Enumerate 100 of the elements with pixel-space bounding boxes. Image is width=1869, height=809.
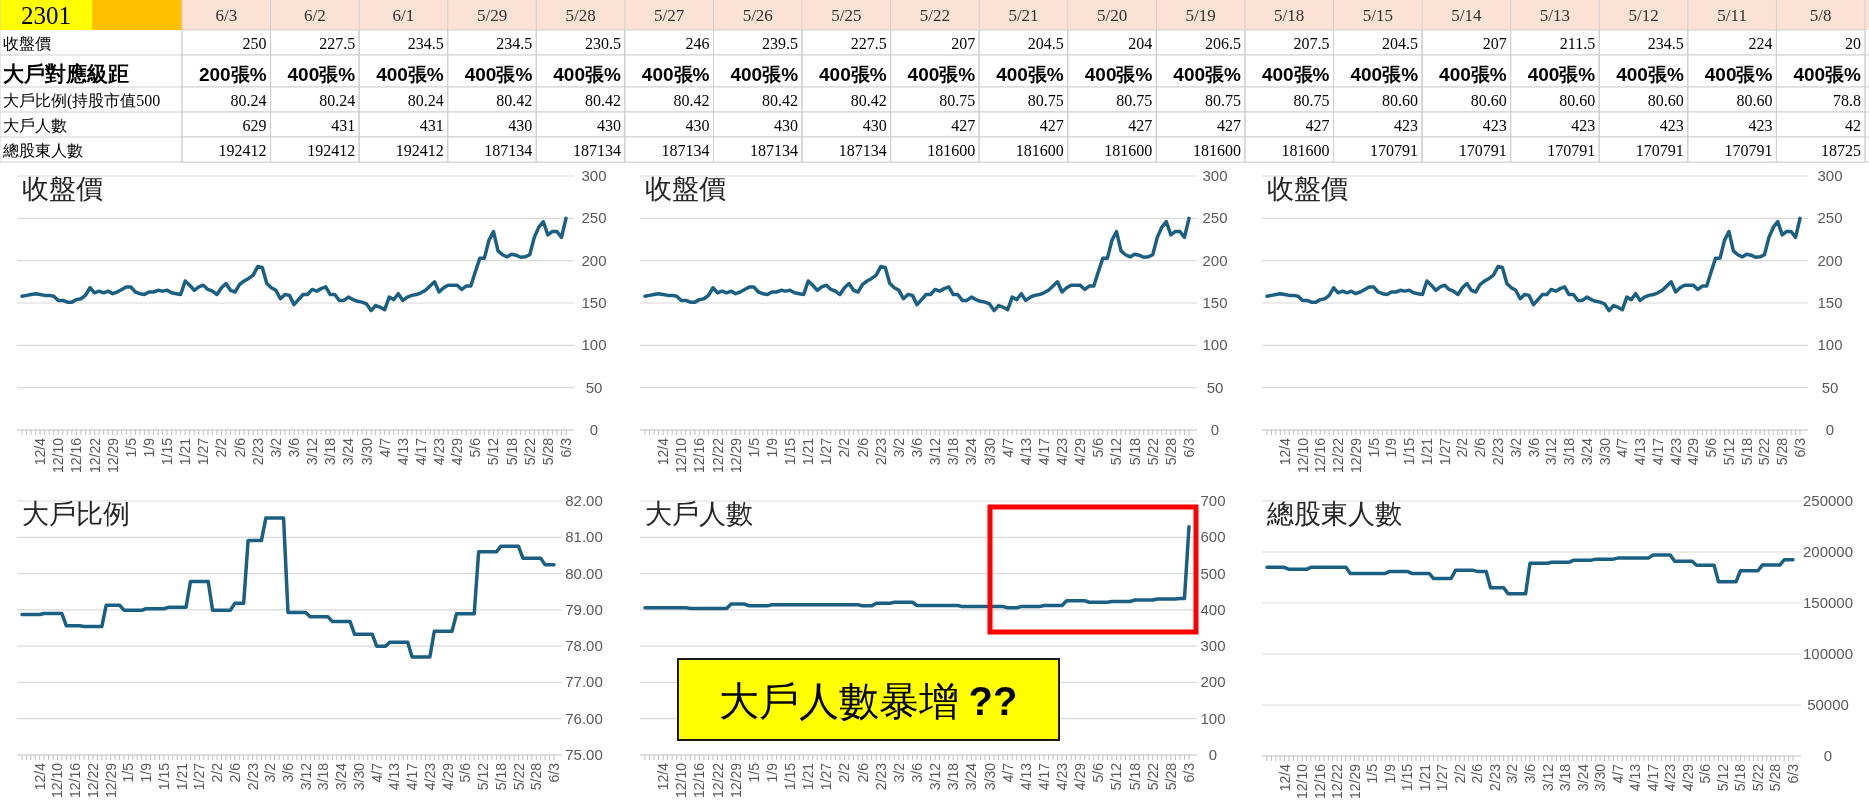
- y-tick-label: 150: [1817, 294, 1843, 311]
- y-tick-label: 大戶對應級距: [3, 62, 129, 86]
- x-tick-label: 3/24: [1574, 763, 1591, 792]
- x-tick-label: 3/18: [322, 437, 339, 466]
- x-tick-label: 5/22: [1144, 437, 1161, 466]
- x-tick-label: 5/20: [1096, 6, 1128, 25]
- text: 431: [331, 117, 356, 134]
- y-tick-label: 600: [1200, 528, 1226, 546]
- text: 207.5: [1293, 35, 1330, 52]
- y-tick-label: 200: [1200, 673, 1226, 691]
- x-tick-label: 12/4: [1276, 437, 1293, 466]
- x-tick-label: 1/15: [1399, 763, 1416, 792]
- x-tick-label: 3/30: [981, 437, 998, 466]
- x-tick-label: 12/16: [1312, 437, 1329, 474]
- text: 430: [685, 117, 710, 134]
- y-tick-label: 0: [1823, 747, 1833, 764]
- text: 430: [596, 117, 621, 134]
- chart-title: 總股東人數: [1266, 499, 1402, 529]
- x-tick-label: 5/28: [539, 437, 556, 466]
- x-tick-label: 5/6: [1090, 762, 1107, 783]
- text: 227.5: [850, 35, 887, 52]
- x-tick-label: 5/6: [1090, 437, 1107, 458]
- text: 400張%: [1173, 64, 1241, 85]
- x-tick-label: 4/29: [1072, 437, 1089, 466]
- x-tick-label: 3/12: [1543, 437, 1560, 466]
- chart-title: 大戶人數: [645, 499, 753, 529]
- x-tick-label: 12/29: [727, 437, 744, 474]
- text: 181600: [927, 142, 976, 159]
- y-tick-label: 50: [585, 378, 603, 396]
- x-tick-label: 4/29: [439, 762, 456, 791]
- x-tick-label: 5/18: [1732, 763, 1749, 792]
- text: 400張%: [1439, 64, 1507, 85]
- x-tick-label: 4/17: [1644, 763, 1661, 792]
- x-tick-label: 1/5: [745, 437, 762, 458]
- x-tick-label: 2/2: [1451, 763, 1468, 784]
- x-tick-label: 5/28: [528, 762, 545, 791]
- x-tick-label: 3/30: [350, 762, 367, 791]
- x-tick-label: 12/22: [1329, 763, 1346, 800]
- x-tick-label: 5/12: [1628, 6, 1659, 25]
- text: 430: [862, 117, 887, 134]
- x-tick-label: 1/15: [782, 762, 799, 791]
- text: 207: [1482, 35, 1507, 52]
- text: 80.42: [584, 92, 621, 109]
- text: 80.24: [407, 92, 444, 109]
- x-tick-label: 6/3: [1181, 762, 1197, 783]
- x-tick-label: 12/16: [691, 437, 708, 474]
- x-tick-label: 3/6: [286, 437, 302, 458]
- x-tick-label: 5/27: [654, 6, 685, 25]
- x-tick-label: 1/5: [745, 762, 762, 783]
- x-tick-label: 4/13: [1632, 437, 1649, 466]
- x-tick-label: 5/6: [467, 437, 484, 458]
- text: 250: [242, 35, 267, 52]
- x-tick-label: 5/12: [1108, 762, 1125, 791]
- text: 400張%: [907, 64, 976, 85]
- x-tick-label: 4/17: [1035, 762, 1052, 791]
- x-tick-label: 2/6: [231, 437, 248, 458]
- x-tick-label: 5/6: [1697, 763, 1714, 784]
- x-tick-label: 6/3: [1792, 437, 1808, 458]
- x-tick-label: 5/22: [1144, 762, 1161, 791]
- text: 400張%: [730, 64, 799, 85]
- text: 204: [1128, 35, 1153, 52]
- line-series: [643, 525, 1191, 611]
- x-tick-label: 3/12: [304, 437, 321, 466]
- x-tick-label: 5/22: [510, 762, 527, 791]
- x-tick-label: 2/6: [854, 762, 871, 783]
- text: 80.75: [1204, 92, 1241, 109]
- x-tick-label: 5/19: [1185, 6, 1216, 25]
- chart-title: 收盤價: [1267, 174, 1348, 204]
- x-tick-label: 3/18: [945, 437, 962, 466]
- x-tick-label: 4/17: [412, 437, 429, 466]
- y-tick-label: 0: [1825, 421, 1835, 438]
- line-series: [20, 216, 568, 313]
- x-tick-label: 5/22: [1749, 763, 1766, 792]
- x-tick-label: 2/6: [226, 762, 243, 783]
- x-tick-label: 3/18: [945, 762, 962, 791]
- x-tick-label: 3/30: [1596, 437, 1613, 466]
- text: 80.75: [1027, 92, 1064, 109]
- x-tick-label: 4/7: [1609, 763, 1626, 784]
- x-tick-label: 1/5: [122, 437, 139, 458]
- text: 230.5: [584, 35, 621, 52]
- x-tick-label: 3/6: [909, 437, 925, 458]
- x-tick-label: 1/9: [1381, 763, 1398, 784]
- x-tick-label: 5/13: [1539, 6, 1571, 25]
- x-tick-label: 4/23: [1054, 437, 1071, 466]
- x-tick-label: 4/23: [1662, 763, 1679, 792]
- x-tick-label: 6/2: [304, 6, 326, 25]
- y-tick-label: 200: [581, 251, 607, 269]
- y-tick-label: 300: [581, 167, 607, 184]
- y-tick-label: 大戶比例(持股市值500: [3, 92, 161, 110]
- x-tick-label: 4/17: [1649, 437, 1666, 466]
- y-tick-label: 大戶人數: [3, 117, 67, 134]
- x-tick-label: 1/9: [140, 437, 157, 458]
- x-tick-label: 3/18: [1561, 437, 1578, 466]
- y-tick-label: 300: [1200, 637, 1226, 655]
- y-tick-label: 200: [1817, 251, 1843, 269]
- x-tick-label: 4/29: [449, 437, 466, 466]
- y-tick-label: 250: [1817, 209, 1843, 227]
- x-tick-label: 1/27: [1434, 763, 1451, 792]
- y-tick-label: 250000: [1802, 492, 1854, 509]
- x-tick-label: 12/4: [655, 437, 672, 466]
